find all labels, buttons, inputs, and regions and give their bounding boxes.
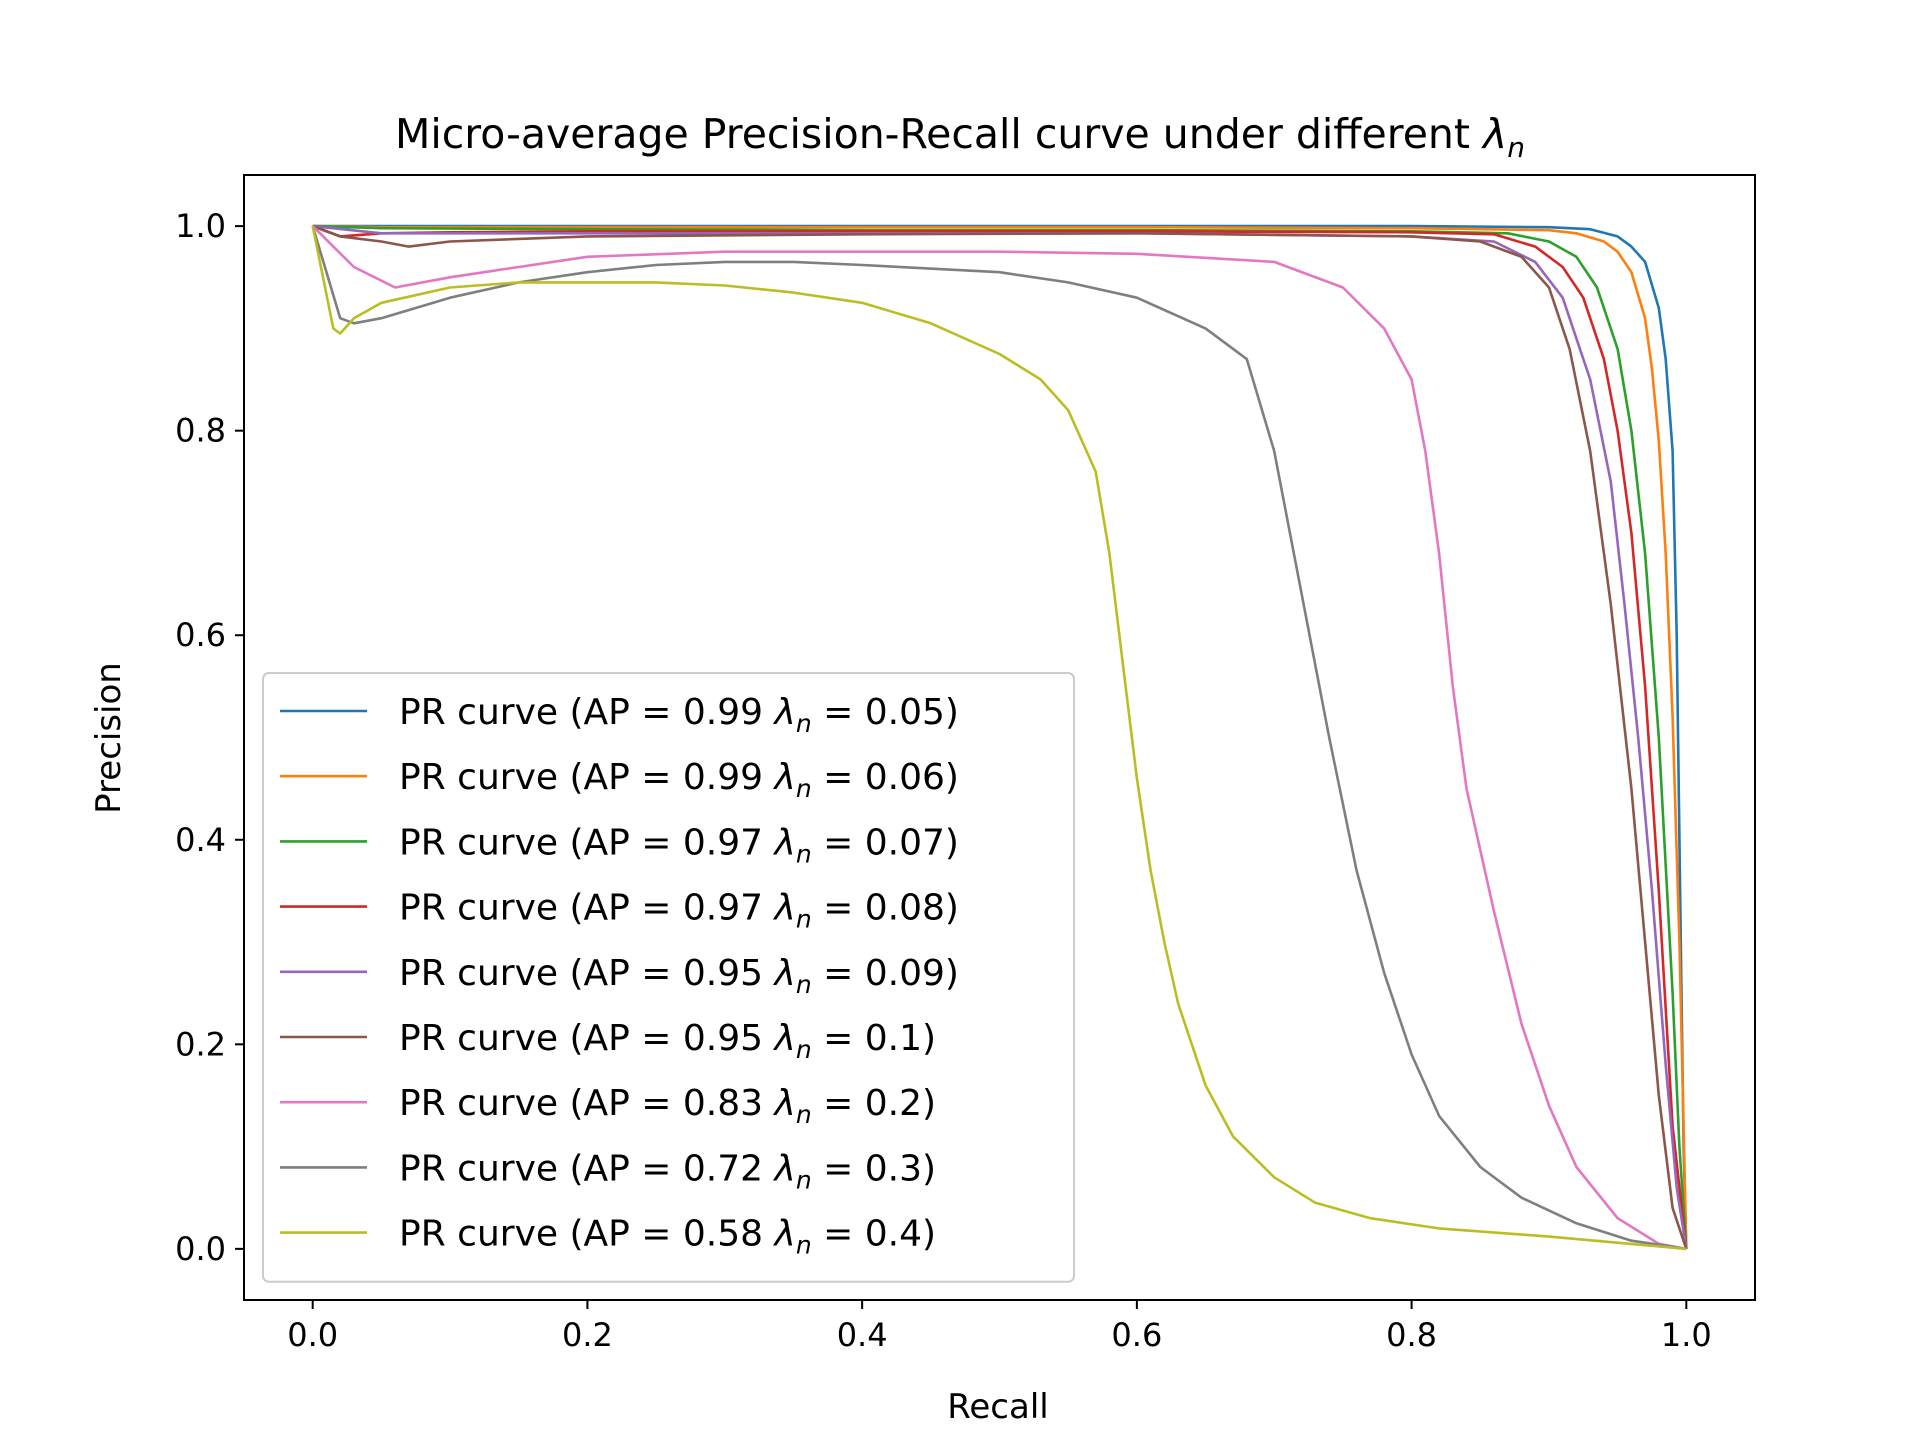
legend-box [262,672,1075,1283]
series-line-8 [311,225,1687,1251]
y-tick-label: 1.0 [175,207,226,245]
y-axis-label: Precision [89,662,129,814]
chart-title: Micro-average Precision-Recall curve und… [395,110,1525,164]
series-layer [311,224,1688,1251]
legend-entry-1: PR curve (AP = 0.99 λn = 0.05) [399,692,959,738]
legend-entry-8: PR curve (AP = 0.72 λn = 0.3) [399,1148,936,1194]
x-tick-label: 1.0 [1661,1316,1712,1354]
series-line-2 [312,224,1688,1249]
legend-entry-9: PR curve (AP = 0.58 λn = 0.4) [399,1214,936,1260]
series-line-9 [311,225,1687,1251]
legend-entry-6: PR curve (AP = 0.95 λn = 0.1) [399,1018,936,1064]
x-tick-label: 0.2 [562,1316,613,1354]
x-tick-label: 0.0 [287,1316,338,1354]
y-tick-label: 0.2 [175,1025,226,1063]
x-axis-label: Recall [947,1387,1048,1427]
legend-entry-5: PR curve (AP = 0.95 λn = 0.09) [399,953,959,999]
y-tick-label: 0.0 [175,1230,226,1268]
x-axis-ticks: 0.0 0.2 0.4 0.6 0.8 1.0 [287,1300,1712,1354]
y-tick-label: 0.8 [175,412,226,450]
y-tick-label: 0.4 [175,821,226,859]
legend-entry-7: PR curve (AP = 0.83 λn = 0.2) [399,1083,936,1129]
axes-frame [243,174,1756,1301]
series-line-7 [311,225,1687,1251]
legend-entry-3: PR curve (AP = 0.97 λn = 0.07) [399,822,959,868]
series-line-5 [312,224,1688,1250]
y-tick-label: 0.6 [175,616,226,654]
legend-entry-2: PR curve (AP = 0.99 λn = 0.06) [399,757,959,803]
x-tick-label: 0.4 [837,1316,888,1354]
series-line-6 [312,224,1688,1250]
series-line-3 [312,224,1688,1249]
y-axis-ticks: 0.0 0.2 0.4 0.6 0.8 1.0 [175,207,244,1268]
x-tick-label: 0.6 [1111,1316,1162,1354]
legend: PR curve (AP = 0.99 λn = 0.05) PR curve (… [262,672,1075,1283]
x-tick-label: 0.8 [1386,1316,1437,1354]
legend-entry-4: PR curve (AP = 0.97 λn = 0.08) [399,888,959,934]
